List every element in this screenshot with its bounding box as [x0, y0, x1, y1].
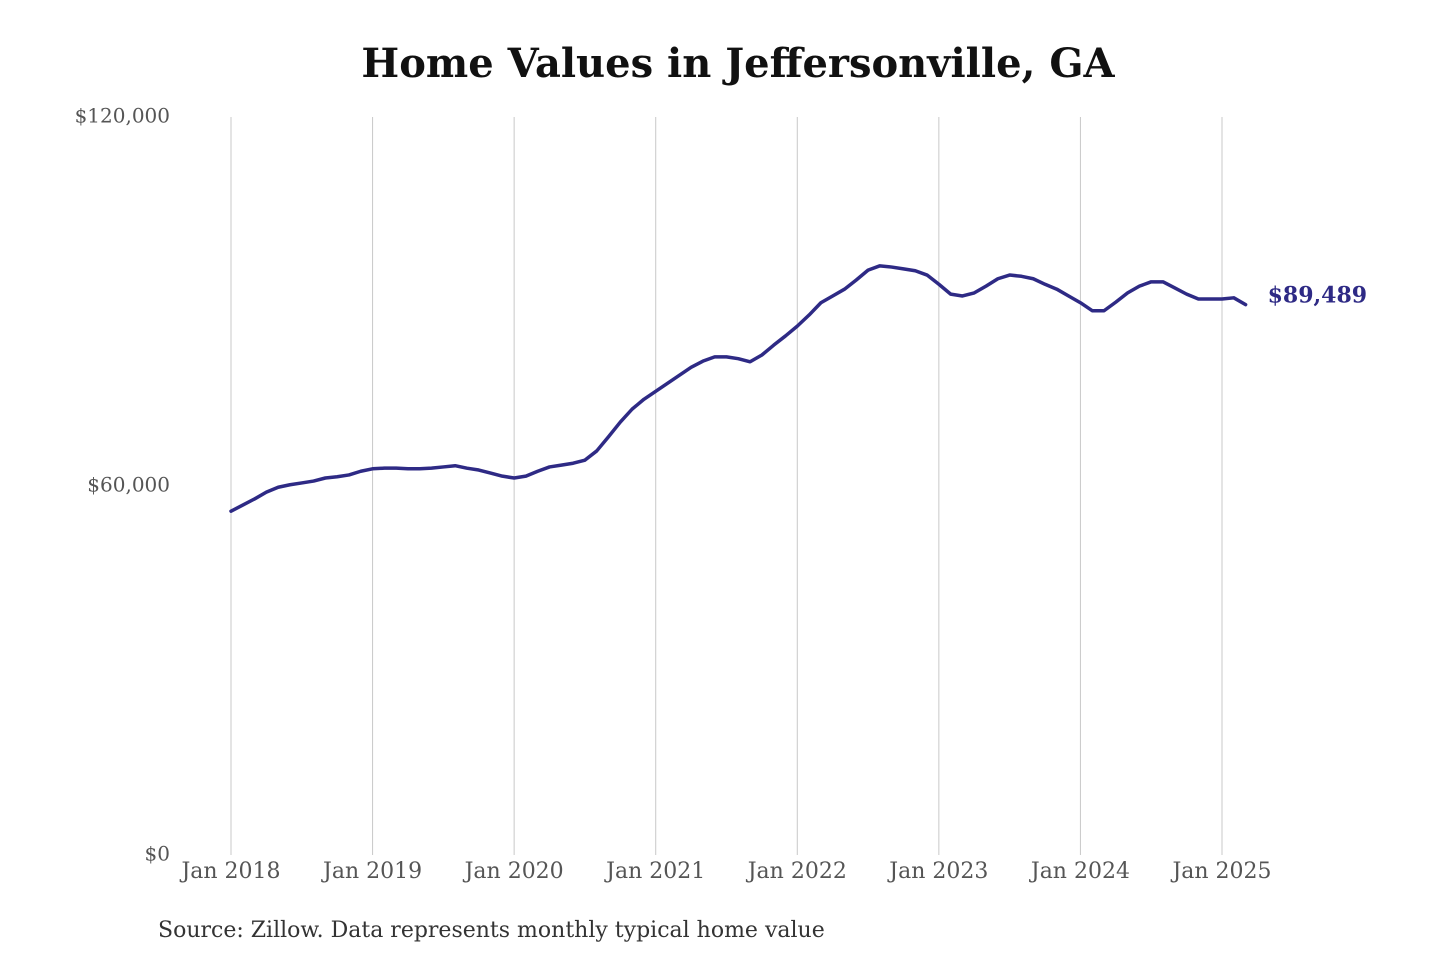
x-tick-label: Jan 2019: [321, 859, 422, 884]
x-tick-label: Jan 2018: [179, 859, 280, 884]
y-tick-label: $0: [145, 842, 170, 866]
x-tick-label: Jan 2020: [463, 859, 564, 884]
line-series: [229, 264, 1248, 513]
source-note: Source: Zillow. Data represents monthly …: [158, 918, 825, 943]
y-tick-label: $120,000: [75, 104, 170, 128]
x-tick-label: Jan 2024: [1029, 859, 1130, 884]
x-tick-label: Jan 2023: [887, 859, 988, 884]
x-tick-label: Jan 2022: [746, 859, 847, 884]
y-tick-label: $60,000: [87, 473, 170, 497]
x-tick-label: Jan 2025: [1170, 859, 1271, 884]
value-label: $89,489: [1268, 283, 1368, 309]
chart-title: Home Values in Jeffersonville, GA: [361, 40, 1115, 87]
x-tick-label: Jan 2021: [604, 859, 705, 884]
